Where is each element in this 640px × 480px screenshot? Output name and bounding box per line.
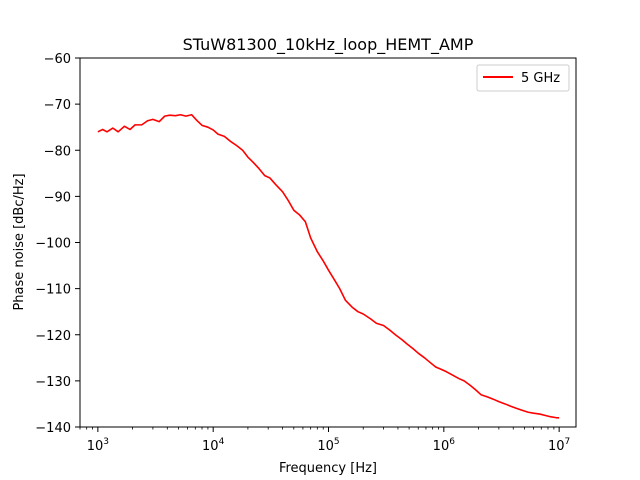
x-axis-label: Frequency [Hz] <box>279 461 377 476</box>
y-tick-label: −100 <box>35 237 71 252</box>
x-tick-label: 105 <box>317 437 339 454</box>
y-tick-label: −60 <box>44 52 71 67</box>
x-tick-label: 106 <box>433 437 456 454</box>
y-axis: −140 −130 −120 −110 −100 −90 −80 −70 −60 <box>35 52 80 436</box>
x-tick-label: 103 <box>87 437 109 454</box>
plot-frame <box>79 57 577 428</box>
y-tick-label: −90 <box>44 190 71 205</box>
series-line-0 <box>97 113 560 419</box>
y-tick-label: −140 <box>35 421 71 436</box>
legend: 5 GHz <box>476 64 570 92</box>
y-tick-label: −70 <box>44 98 71 113</box>
y-axis-label: Phase noise [dBc/Hz] <box>12 173 27 310</box>
legend-label-5ghz: 5 GHz <box>521 71 560 86</box>
x-tick-label: 104 <box>202 437 225 454</box>
y-tick-label: −110 <box>35 283 71 298</box>
plot-area <box>79 57 577 428</box>
y-tick-label: −130 <box>35 375 71 390</box>
chart-title: STuW81300_10kHz_loop_HEMT_AMP <box>183 35 474 55</box>
series-layer <box>97 113 560 419</box>
x-tick-label: 107 <box>548 437 570 454</box>
x-axis: 103 104 105 106 107 <box>79 427 570 454</box>
legend-box <box>476 64 570 92</box>
y-tick-label: −80 <box>44 144 71 159</box>
y-tick-label: −120 <box>35 329 71 344</box>
